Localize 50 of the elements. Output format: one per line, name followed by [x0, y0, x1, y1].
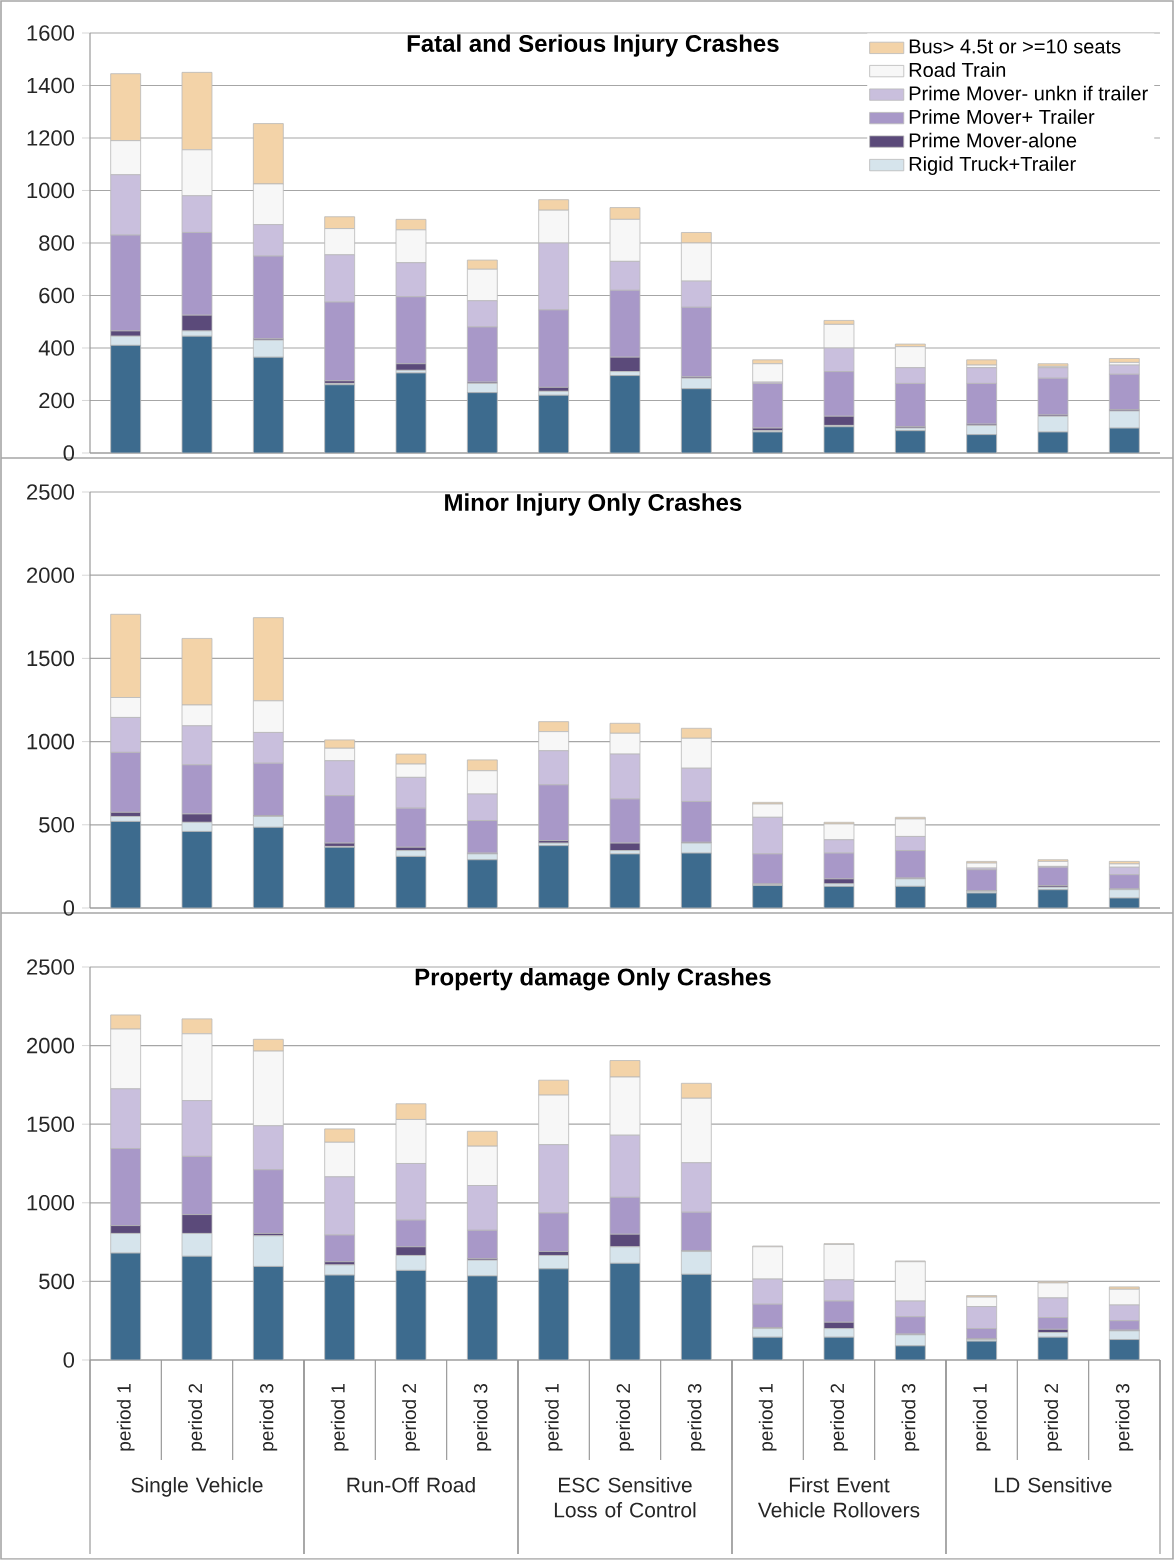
x-tick-label: period 3: [901, 1383, 920, 1451]
legend-label: Prime Mover+ Trailer: [909, 109, 1095, 125]
chart-title: Property damage Only Crashes: [415, 967, 771, 991]
y-tick-label: 1500: [27, 1116, 75, 1132]
y-tick-label: 1500: [27, 650, 75, 667]
y-tick-label: 1000: [27, 733, 75, 750]
x-tick-label: period 3: [473, 1383, 492, 1451]
x-tick-label: period 2: [188, 1384, 206, 1451]
y-tick-label: 2500: [27, 484, 75, 500]
y-tick-label: 0: [63, 445, 75, 461]
text: Run-Off Road: [347, 1477, 475, 1493]
x-tick-label: period 3: [687, 1383, 706, 1451]
y-tick-label: 2000: [27, 567, 75, 583]
y-tick-label: 1000: [27, 1195, 75, 1211]
x-tick-label: period 2: [616, 1384, 634, 1451]
x-tick-label: period 2: [402, 1384, 420, 1451]
y-tick-label: 800: [39, 235, 75, 251]
y-tick-label: 1200: [27, 130, 75, 146]
x-tick-label: period 1: [116, 1384, 135, 1451]
legend-label: Prime Mover- unkn if trailer: [909, 85, 1148, 101]
text: LD Sensitive: [995, 1477, 1112, 1493]
x-tick-label: period 3: [259, 1383, 278, 1451]
chart-title: Fatal and Serious Injury Crashes: [407, 34, 779, 57]
y-tick-label: 1400: [27, 77, 75, 94]
chart-title: Minor Injury Only Crashes: [445, 493, 742, 516]
x-tick-label: period 3: [1115, 1383, 1134, 1451]
y-tick-label: 200: [39, 392, 75, 409]
y-tick-label: 0: [63, 900, 75, 916]
x-tick-label: period 1: [972, 1384, 991, 1451]
y-tick-label: 400: [38, 340, 75, 356]
y-tick-label: 0: [63, 1352, 75, 1368]
x-tick-label: period 1: [758, 1384, 777, 1451]
y-tick-label: 2500: [27, 959, 75, 975]
legend-label: Prime Mover-alone: [909, 132, 1077, 148]
y-tick-label: 1600: [27, 25, 75, 41]
y-tick-label: 600: [39, 287, 75, 304]
y-tick-label: 500: [39, 817, 75, 833]
y-tick-label: 2000: [27, 1037, 75, 1054]
y-tick-label: 1000: [27, 182, 75, 199]
legend-label: Road Train: [909, 62, 1006, 78]
x-tick-label: period 2: [1044, 1384, 1062, 1451]
text: Single Vehicle: [131, 1477, 263, 1497]
x-tick-label: period 1: [544, 1384, 563, 1451]
y-tick-label: 500: [39, 1273, 75, 1290]
legend-label: Rigid Truck+Trailer: [909, 156, 1076, 175]
x-tick-label: period 2: [830, 1384, 848, 1451]
legend-label: Bus> 4.5t or >=10 seats: [909, 39, 1121, 54]
text: First Event Vehicle Rollovers: [757, 1477, 920, 1518]
text: ESC Sensitive Loss of Control: [554, 1477, 696, 1518]
x-tick-label: period 1: [330, 1384, 349, 1451]
